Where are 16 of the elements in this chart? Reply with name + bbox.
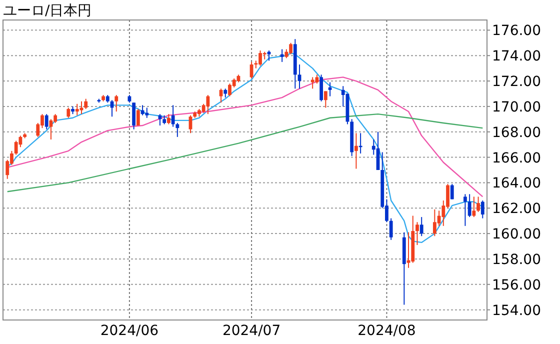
y-tick-label: 158.00 bbox=[492, 252, 541, 268]
y-tick-label: 164.00 bbox=[492, 176, 541, 192]
chart-title: ユーロ/日本円 bbox=[3, 3, 92, 19]
y-tick-label: 162.00 bbox=[492, 201, 541, 218]
y-tick-label: 170.00 bbox=[492, 99, 541, 116]
y-tick-label: 160.00 bbox=[492, 226, 541, 243]
x-tick-label: 2024/07 bbox=[222, 323, 281, 339]
y-tick-label: 176.00 bbox=[492, 23, 541, 40]
y-tick-label: 174.00 bbox=[492, 48, 541, 65]
y-tick-label: 168.00 bbox=[492, 124, 541, 141]
y-tick-label: 156.00 bbox=[492, 277, 541, 294]
y-tick-label: 166.00 bbox=[492, 150, 541, 166]
x-tick-label: 2024/06 bbox=[100, 323, 159, 339]
x-tick-label: 2024/08 bbox=[358, 323, 416, 339]
y-tick-label: 154.00 bbox=[492, 302, 541, 319]
y-tick-label: 172.00 bbox=[492, 74, 541, 90]
